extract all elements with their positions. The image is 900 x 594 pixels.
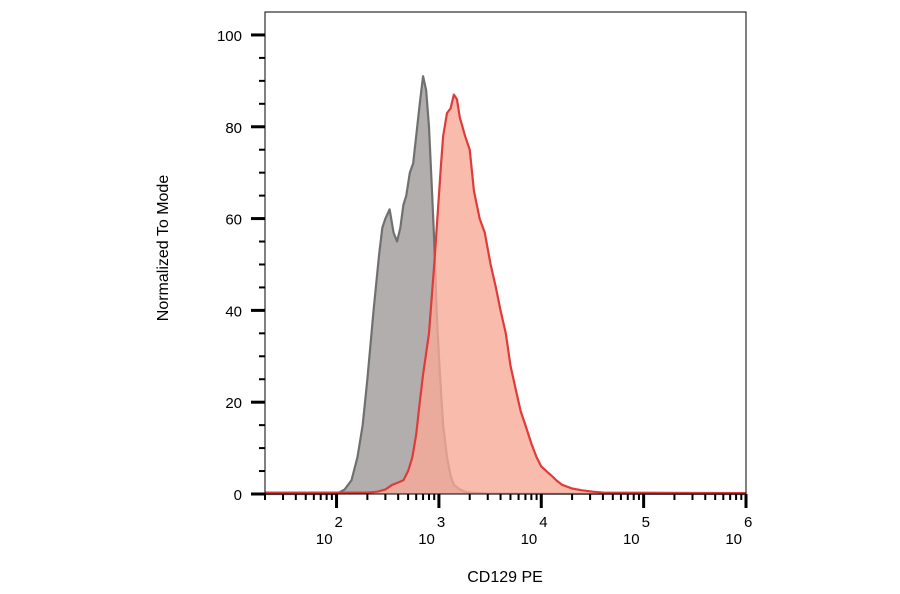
x-tick-base: 10 xyxy=(418,531,435,548)
y-tick-label: 0 xyxy=(234,487,242,504)
x-tick-exponent: 5 xyxy=(642,514,650,531)
x-tick-base: 10 xyxy=(316,531,333,548)
x-tick-base: 10 xyxy=(725,531,742,548)
x-tick-label: 105 xyxy=(623,514,650,548)
x-tick-exponent: 6 xyxy=(744,514,752,531)
y-tick-label: 60 xyxy=(225,212,242,229)
y-tick-label: 20 xyxy=(225,395,242,412)
x-tick-base: 10 xyxy=(521,531,538,548)
y-tick-label: 100 xyxy=(217,28,242,45)
y-tick-label: 40 xyxy=(225,303,242,320)
x-tick-label: 103 xyxy=(418,514,445,548)
series-2-line xyxy=(265,93,747,495)
x-tick-exponent: 3 xyxy=(437,514,445,531)
plot-frame xyxy=(264,11,747,495)
x-tick-label: 106 xyxy=(725,514,752,548)
series-1-area xyxy=(265,76,746,495)
x-tick-label: 102 xyxy=(316,514,343,548)
x-axis-label: CD129 PE xyxy=(467,569,543,586)
x-tick-exponent: 4 xyxy=(539,514,547,531)
y-tick-label: 80 xyxy=(225,120,242,137)
series-2-area xyxy=(265,94,746,494)
y-axis: 0 20 40 60 80 100 xyxy=(217,28,265,504)
x-tick-exponent: 2 xyxy=(335,514,343,531)
y-axis-label: Normalized To Mode xyxy=(155,175,172,322)
x-tick-base: 10 xyxy=(623,531,640,548)
x-tick-label: 104 xyxy=(521,514,548,548)
